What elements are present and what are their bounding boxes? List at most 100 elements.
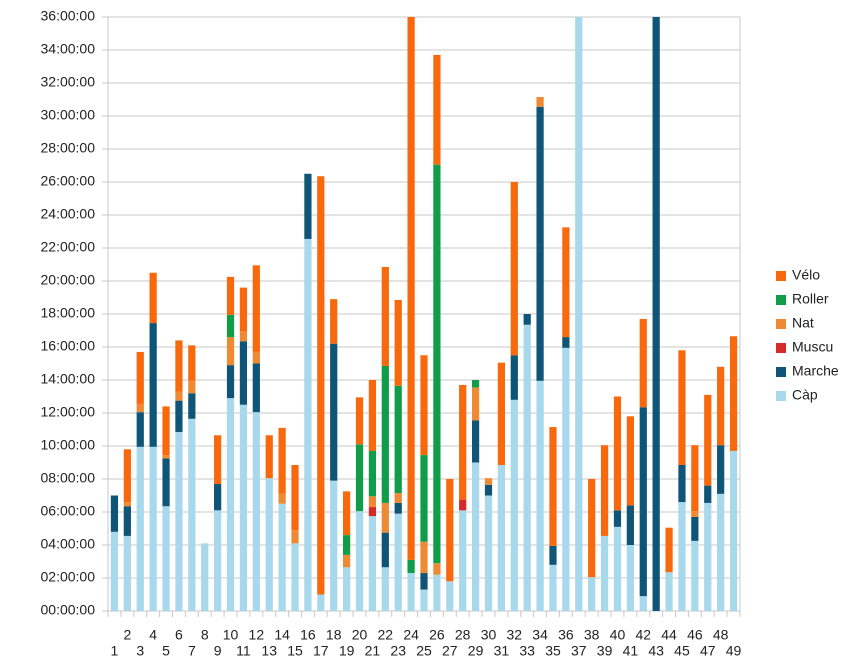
x-tick-label: 11 [236,643,251,659]
y-tick-label: 04:00:00 [41,536,96,552]
x-tick-label: 40 [610,627,626,643]
bar-segment [446,581,454,611]
bar-segment [368,507,377,517]
x-tick-label: 33 [519,643,535,659]
x-tick-label: 38 [584,627,600,643]
bar-segment [394,493,402,503]
bar-segment [188,393,196,419]
y-tick-label: 02:00:00 [41,569,96,585]
bar-segment [162,406,170,456]
bar-segment [123,502,131,507]
bar-segment [575,17,583,611]
x-tick-label: 32 [506,627,522,643]
y-tick-label: 26:00:00 [41,173,96,189]
x-tick-label: 45 [674,643,690,659]
y-tick-label: 24:00:00 [41,206,96,222]
legend-swatch [776,391,786,401]
legend-swatch [776,343,786,353]
bar-segment [136,351,144,404]
bar-segment [729,450,738,611]
x-tick-label: 16 [300,627,316,643]
y-tick-label: 18:00:00 [41,305,96,321]
bar-segment [188,380,196,394]
bar-segment [291,543,299,611]
bar-segment [278,427,286,494]
bar-segment [239,287,248,332]
bar-segment [355,397,364,445]
bar-segment [729,336,738,451]
x-tick-label: 7 [188,643,196,659]
x-tick-label: 23 [390,643,406,659]
legend-label: Muscu [792,339,833,355]
bar-segment [381,502,389,533]
bar-segment [343,554,351,568]
bar-segment [394,385,402,494]
bar-segment [226,398,235,611]
bar-segment [639,318,647,408]
x-tick-label: 21 [365,643,381,659]
bar-segment [110,495,119,532]
y-tick-label: 08:00:00 [41,470,96,486]
legend-label: Càp [792,387,818,403]
x-tick-label: 22 [378,627,394,643]
bar-segment [136,446,144,611]
bar-segment [639,596,647,611]
bar-segment [678,350,686,465]
bar-segment [510,355,518,400]
y-tick-label: 10:00:00 [41,437,96,453]
bar-segment [678,464,686,503]
bar-segment [188,418,196,611]
bar-segment [626,505,634,545]
bar-segment [343,535,351,555]
bar-segment [278,493,286,504]
bar-segment [407,573,415,611]
bar-segment [704,394,712,486]
bar-segment [420,355,428,456]
bar-segment [549,545,557,565]
bar-segment [394,502,402,514]
x-tick-label: 42 [635,627,651,643]
x-tick-label: 47 [700,643,716,659]
bar-segment [536,106,544,381]
bar-segment [149,446,157,611]
bar-segment [226,365,235,399]
x-tick-label: 6 [175,627,183,643]
x-tick-label: 17 [313,643,329,659]
bar-segment [368,516,377,611]
legend-swatch [776,295,786,305]
bar-segment [704,502,712,611]
legend-swatch [776,367,786,377]
bar-segment [562,347,570,611]
x-tick-label: 26 [429,627,445,643]
x-tick-label: 14 [274,627,290,643]
y-tick-label: 28:00:00 [41,140,96,156]
bar-segment [381,532,389,568]
bar-segment [368,450,377,497]
bar-segment [239,331,248,342]
bar-segment [613,396,622,511]
bar-segment [265,435,273,479]
x-tick-label: 5 [162,643,170,659]
bar-segment [510,182,518,356]
bar-segment [252,363,260,413]
bar-segment [265,478,273,611]
bar-segment [484,484,493,496]
bar-segment [175,391,183,401]
bar-segment [691,540,699,611]
bar-segment [717,493,725,611]
bar-segment [600,535,609,611]
x-tick-label: 8 [201,627,209,643]
bar-segment [562,337,570,348]
bar-segment [123,535,131,611]
x-tick-label: 28 [455,627,471,643]
bar-segment [278,503,286,611]
legend-swatch [776,319,786,329]
bar-segment [239,404,248,611]
bar-segment [368,496,377,508]
bar-segment [665,572,673,611]
bar-segment [214,435,222,484]
bar-segment [523,324,531,611]
bar-segment [471,387,480,421]
bar-segment [446,479,454,582]
